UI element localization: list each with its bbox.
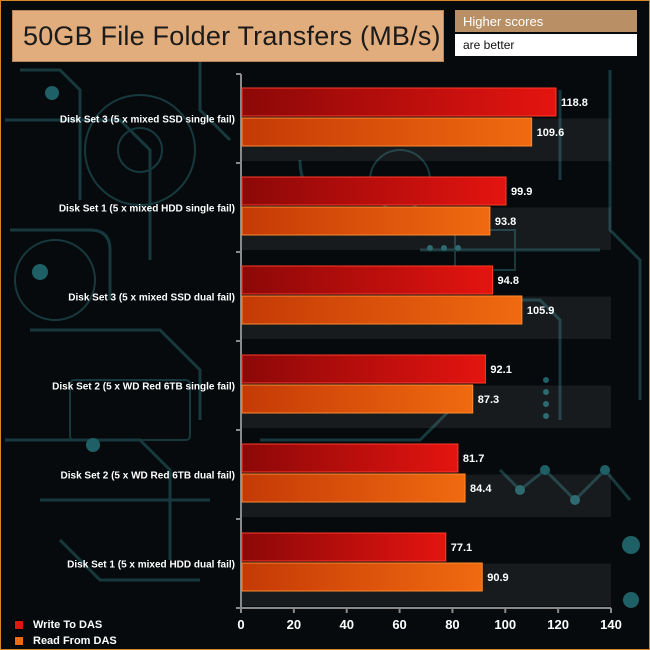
bar-write xyxy=(241,354,486,384)
category-label: Disk Set 2 (5 x WD Red 6TB dual fail) xyxy=(61,471,235,482)
category-label: Disk Set 3 (5 x mixed SSD dual fail) xyxy=(68,293,235,304)
data-label: 105.9 xyxy=(527,305,555,317)
x-tick-label: 20 xyxy=(287,617,301,632)
category-label: Disk Set 1 (5 x mixed HDD single fail) xyxy=(59,204,235,215)
data-label: 77.1 xyxy=(451,542,472,554)
data-label: 109.6 xyxy=(537,127,565,139)
title-box: 50GB File Folder Transfers (MB/s) xyxy=(12,10,444,62)
note-are-better: are better xyxy=(455,34,637,56)
bar-write xyxy=(241,443,459,473)
bar-read xyxy=(241,473,466,503)
x-tick-label: 40 xyxy=(339,617,353,632)
bar-read xyxy=(241,206,491,236)
legend-label: Read From DAS xyxy=(33,635,117,647)
category-label: Disk Set 2 (5 x WD Red 6TB single fail) xyxy=(52,382,235,393)
legend: Write To DAS Read From DAS xyxy=(14,617,117,649)
data-label: 90.9 xyxy=(487,572,508,584)
data-label: 99.9 xyxy=(511,186,532,198)
data-label: 118.8 xyxy=(561,97,588,109)
data-label: 84.4 xyxy=(470,483,492,495)
bar-read xyxy=(241,562,483,592)
legend-item: Read From DAS xyxy=(14,633,117,649)
data-label: 93.8 xyxy=(495,216,516,228)
legend-label: Write To DAS xyxy=(33,619,103,631)
x-tick-label: 80 xyxy=(445,617,459,632)
legend-swatch xyxy=(14,636,24,646)
bar-read xyxy=(241,384,474,414)
x-tick-label: 0 xyxy=(237,617,244,632)
legend-item: Write To DAS xyxy=(14,617,117,633)
x-tick-label: 120 xyxy=(547,617,569,632)
data-label: 94.8 xyxy=(498,275,519,287)
legend-swatch xyxy=(14,620,24,630)
data-label: 87.3 xyxy=(478,394,499,406)
bar-write xyxy=(241,532,447,562)
note-higher-scores: Higher scores xyxy=(455,10,637,32)
category-label: Disk Set 1 (5 x mixed HDD dual fail) xyxy=(67,560,235,571)
chart-title: 50GB File Folder Transfers (MB/s) xyxy=(23,20,441,51)
data-label: 92.1 xyxy=(490,364,511,376)
category-label: Disk Set 3 (5 x mixed SSD single fail) xyxy=(60,115,235,126)
x-tick-label: 100 xyxy=(494,617,516,632)
bar-read xyxy=(241,117,533,147)
bar-write xyxy=(241,265,494,295)
bar-write xyxy=(241,176,507,206)
bar-write xyxy=(241,87,557,117)
bar-read xyxy=(241,295,523,325)
data-label: 81.7 xyxy=(463,453,484,465)
x-tick-label: 60 xyxy=(392,617,406,632)
x-tick-label: 140 xyxy=(600,617,622,632)
